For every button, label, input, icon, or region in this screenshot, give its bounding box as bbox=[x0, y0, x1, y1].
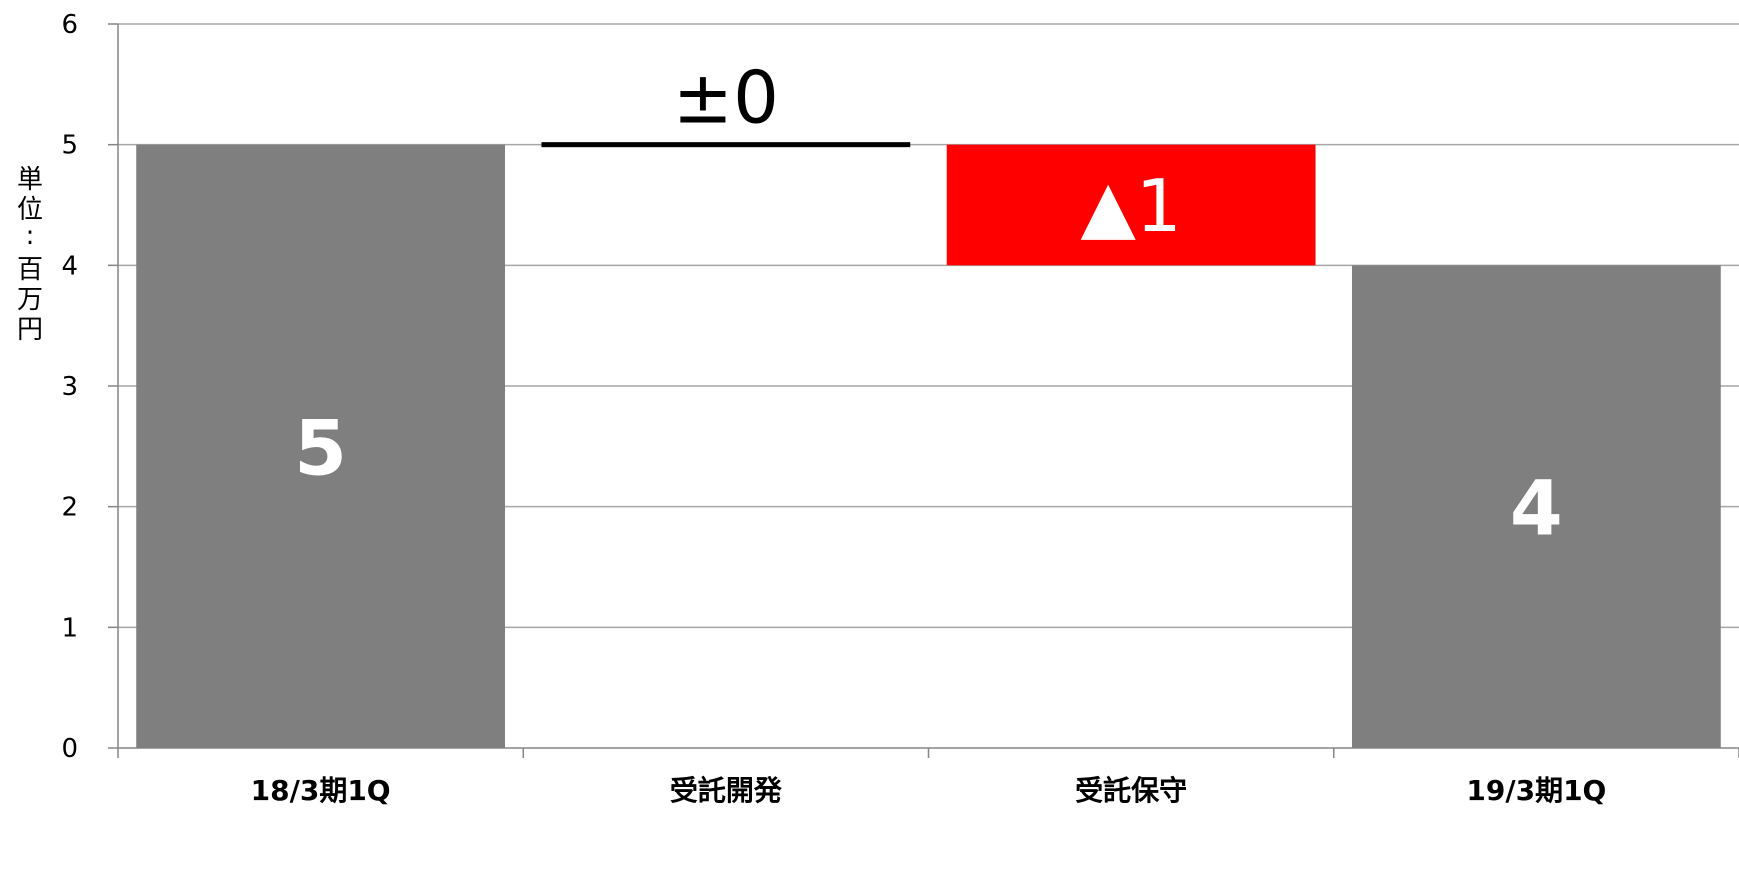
bars bbox=[136, 142, 1721, 748]
data-label: 4 bbox=[1510, 464, 1563, 553]
data-label: ±0 bbox=[673, 56, 779, 140]
y-tick-label: 5 bbox=[61, 131, 78, 161]
y-axis-label: 単位: 百万円 bbox=[17, 165, 43, 345]
y-axis-label-char: 位 bbox=[17, 195, 43, 225]
y-tick-label: 3 bbox=[61, 372, 78, 402]
y-axis-label-char: 円 bbox=[17, 315, 43, 345]
y-tick-label: 6 bbox=[61, 10, 78, 40]
data-label: ▲1 bbox=[1081, 164, 1182, 248]
y-tick-label: 2 bbox=[61, 493, 78, 523]
y-tick-label: 4 bbox=[61, 251, 78, 281]
y-tick-label: 1 bbox=[61, 613, 78, 643]
x-tick-label: 19/3期1Q bbox=[1466, 774, 1606, 807]
decrease-bar bbox=[946, 144, 1316, 266]
x-axis-ticks: 18/3期1Q 受託開発 受託保守 19/3期1Q bbox=[251, 774, 1607, 807]
y-axis-label-char: 百 bbox=[17, 255, 43, 285]
x-tick-label: 18/3期1Q bbox=[251, 774, 391, 807]
y-axis-label-char: : bbox=[26, 221, 35, 251]
zero-change-line bbox=[541, 142, 911, 148]
data-labels: 5 ±0 ▲1 4 bbox=[294, 56, 1563, 553]
x-tick-label: 受託保守 bbox=[1075, 774, 1187, 807]
total-bar bbox=[1351, 265, 1721, 748]
x-tick-label: 受託開発 bbox=[670, 774, 783, 807]
y-axis-label-char: 万 bbox=[17, 285, 43, 315]
y-axis-ticks: 0 1 2 3 4 5 6 bbox=[61, 10, 78, 764]
data-label: 5 bbox=[294, 403, 347, 492]
y-tick-label: 0 bbox=[61, 734, 78, 764]
total-bar bbox=[136, 144, 506, 748]
y-axis-label-char: 単 bbox=[17, 165, 43, 195]
